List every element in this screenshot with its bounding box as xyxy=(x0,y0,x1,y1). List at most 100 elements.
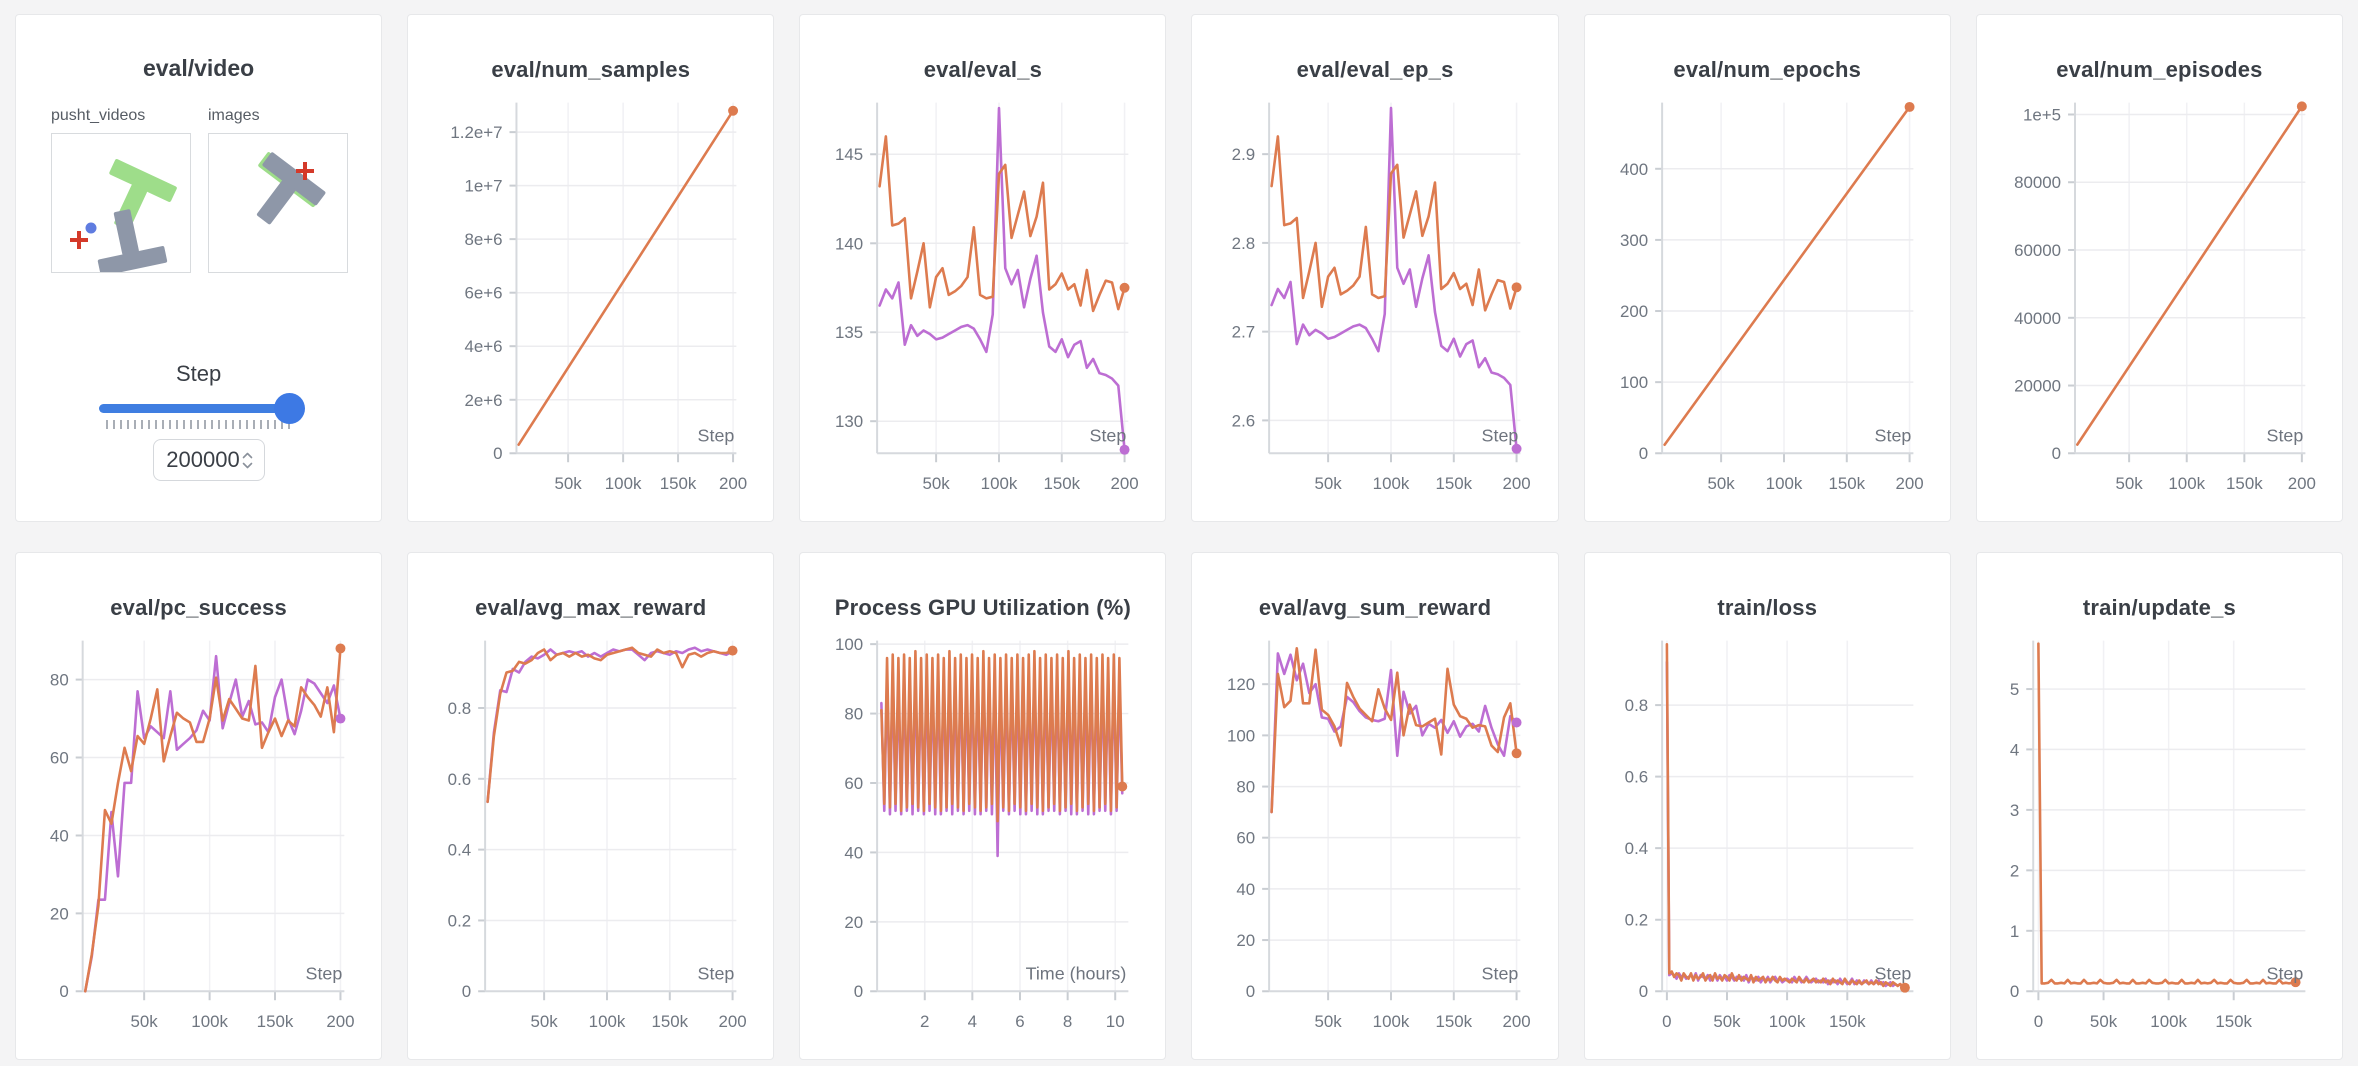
svg-text:140: 140 xyxy=(835,234,863,253)
svg-text:200: 200 xyxy=(2288,474,2316,493)
chart-area: 50k 100k 150k 200 0 2e+6 4e+6 6e+6 8e+6 1e+7 1.2e+… xyxy=(408,15,773,521)
svg-text:0: 0 xyxy=(2034,1012,2043,1031)
chart-canvas: 50k 100k 150k 200 0 100 200 300 400 Step xyxy=(1620,101,1923,493)
chart-area: 0 50k 100k 150k 0 0.2 0.4 0.6 0.8 Step xyxy=(1585,553,1950,1059)
chart-canvas: 50k 100k 150k 200 0 20 40 60 80 Step xyxy=(50,640,355,1031)
svg-text:50k: 50k xyxy=(2090,1012,2118,1031)
svg-text:100: 100 xyxy=(835,635,863,654)
svg-text:0: 0 xyxy=(854,982,863,1001)
svg-text:50k: 50k xyxy=(1315,1012,1343,1031)
panel-eval-eval-ep-s[interactable]: 50k 100k 150k 200 2.6 2.7 2.8 2.9 Step eval/eval… xyxy=(1191,14,1559,522)
chart-area: 2 4 6 8 10 0 20 40 60 80 100 Time (hours) xyxy=(800,553,1165,1059)
chart-title: eval/avg_max_reward xyxy=(475,595,707,620)
panel-eval-avg-sum-reward[interactable]: 50k 100k 150k 200 0 20 40 60 80 100 120 Step eval/a… xyxy=(1191,552,1559,1060)
media-thumbnail-pusht-videos[interactable] xyxy=(51,133,191,277)
svg-text:2.6: 2.6 xyxy=(1232,411,1256,430)
chart-title: eval/num_epochs xyxy=(1673,57,1862,82)
svg-text:50k: 50k xyxy=(531,1012,559,1031)
chart-canvas: 50k 100k 150k 200 0 2e+6 4e+6 6e+6 8e+6 1e+7 1.2e+… xyxy=(451,102,747,493)
svg-text:150k: 150k xyxy=(1436,474,1473,493)
panel-eval-video[interactable]: eval/video pusht_videos images xyxy=(15,14,383,522)
svg-text:150k: 150k xyxy=(1044,474,1081,493)
svg-text:80000: 80000 xyxy=(2014,173,2061,192)
svg-text:Step: Step xyxy=(1482,425,1519,445)
svg-text:20: 20 xyxy=(845,913,864,932)
svg-text:0: 0 xyxy=(2010,982,2019,1001)
svg-text:1: 1 xyxy=(2010,922,2019,941)
panel-eval-pc-success[interactable]: 50k 100k 150k 200 0 20 40 60 80 Step eval/pc_succ… xyxy=(15,552,383,1060)
svg-text:50k: 50k xyxy=(923,474,951,493)
svg-text:1.2e+7: 1.2e+7 xyxy=(451,123,503,142)
step-slider-label: Step xyxy=(175,361,222,386)
chart-canvas: 50k 100k 150k 200 0 20000 40000 60000 80000 1e+5 S… xyxy=(2014,101,2316,493)
chart-canvas: 0 50k 100k 150k 0 0.2 0.4 0.6 0.8 Step xyxy=(1624,640,1914,1031)
svg-text:60: 60 xyxy=(1237,829,1256,848)
svg-text:60: 60 xyxy=(50,748,69,767)
svg-text:0.2: 0.2 xyxy=(1624,911,1648,930)
svg-text:100k: 100k xyxy=(191,1012,228,1031)
svg-text:2.9: 2.9 xyxy=(1232,145,1256,164)
chart-canvas: 50k 100k 150k 200 2.6 2.7 2.8 2.9 Step xyxy=(1232,102,1531,493)
svg-text:100k: 100k xyxy=(589,1012,626,1031)
step-slider-handle[interactable] xyxy=(274,393,305,424)
pusht-block-t-shape xyxy=(256,152,326,225)
svg-text:0: 0 xyxy=(1662,1012,1671,1031)
svg-text:3: 3 xyxy=(2010,801,2019,820)
svg-text:0: 0 xyxy=(493,444,502,463)
chart-title: eval/eval_s xyxy=(923,57,1043,82)
svg-text:50k: 50k xyxy=(1713,1012,1741,1031)
stepper-up-icon[interactable] xyxy=(242,452,253,459)
svg-text:100k: 100k xyxy=(1765,474,1802,493)
svg-text:0: 0 xyxy=(2052,444,2061,463)
svg-text:100k: 100k xyxy=(1373,474,1410,493)
svg-text:0.8: 0.8 xyxy=(1624,696,1648,715)
target-cross-icon xyxy=(70,231,88,249)
svg-text:130: 130 xyxy=(835,412,863,431)
svg-text:0.6: 0.6 xyxy=(1624,768,1648,787)
svg-text:100k: 100k xyxy=(1373,1012,1410,1031)
pusht-image-frame xyxy=(256,152,326,225)
panel-eval-eval-s[interactable]: 50k 100k 150k 200 130 135 140 145 Step eval/eval… xyxy=(799,14,1167,522)
svg-text:300: 300 xyxy=(1620,231,1648,250)
svg-text:20000: 20000 xyxy=(2014,377,2061,396)
chart-title: eval/eval_ep_s xyxy=(1296,57,1454,82)
svg-text:150k: 150k xyxy=(2226,474,2263,493)
pusht-block-t-shape xyxy=(97,209,168,277)
panel-eval-num-epochs[interactable]: 50k 100k 150k 200 0 100 200 300 400 Step eval/num… xyxy=(1583,14,1951,522)
panel-gpu-utilization[interactable]: 2 4 6 8 10 0 20 40 60 80 100 Time (hours) Process G… xyxy=(799,552,1167,1060)
svg-text:150k: 150k xyxy=(652,1012,689,1031)
svg-text:Step: Step xyxy=(1090,425,1127,445)
stepper-down-icon[interactable] xyxy=(242,462,253,469)
svg-text:0.4: 0.4 xyxy=(1624,839,1648,858)
svg-text:50k: 50k xyxy=(2115,474,2143,493)
svg-text:150k: 150k xyxy=(1829,1012,1866,1031)
svg-text:Step: Step xyxy=(2266,963,2303,983)
svg-text:1e+7: 1e+7 xyxy=(465,177,503,196)
svg-text:150k: 150k xyxy=(2215,1012,2252,1031)
chart-title: train/loss xyxy=(1717,595,1818,620)
chart-area: 50k 100k 150k 200 0 20000 40000 60000 80000 1e+5 S… xyxy=(1977,15,2342,521)
svg-text:2e+6: 2e+6 xyxy=(465,391,503,410)
step-input[interactable] xyxy=(165,447,241,473)
panel-eval-avg-max-reward[interactable]: 50k 100k 150k 200 0 0.2 0.4 0.6 0.8 Step eval/avg… xyxy=(407,552,775,1060)
panel-train-loss[interactable]: 0 50k 100k 150k 0 0.2 0.4 0.6 0.8 Step train/loss xyxy=(1583,552,1951,1060)
svg-text:1e+5: 1e+5 xyxy=(2023,105,2061,124)
svg-text:5: 5 xyxy=(2010,680,2019,699)
svg-text:10: 10 xyxy=(1106,1012,1125,1031)
svg-text:100k: 100k xyxy=(981,474,1018,493)
svg-text:60: 60 xyxy=(845,774,864,793)
svg-text:Step: Step xyxy=(1874,963,1911,983)
svg-text:Step: Step xyxy=(698,425,735,445)
svg-text:0: 0 xyxy=(1638,982,1647,1001)
svg-text:Step: Step xyxy=(1482,963,1519,983)
svg-text:150k: 150k xyxy=(1828,474,1865,493)
panel-eval-num-samples[interactable]: 50k 100k 150k 200 0 2e+6 4e+6 6e+6 8e+6 1e+7 1.2e+… xyxy=(407,14,775,522)
svg-text:200: 200 xyxy=(1503,474,1531,493)
svg-text:200: 200 xyxy=(1895,474,1923,493)
panel-eval-num-episodes[interactable]: 50k 100k 150k 200 0 20000 40000 60000 80000 1e+5 S… xyxy=(1975,14,2343,522)
chart-title: eval/avg_sum_reward xyxy=(1258,595,1492,620)
media-thumbnail-images[interactable] xyxy=(208,133,348,273)
panel-train-update-s[interactable]: 0 50k 100k 150k 0 1 2 3 4 5 Step train/update_s xyxy=(1975,552,2343,1060)
svg-text:50k: 50k xyxy=(131,1012,159,1031)
step-slider[interactable] xyxy=(99,404,299,413)
